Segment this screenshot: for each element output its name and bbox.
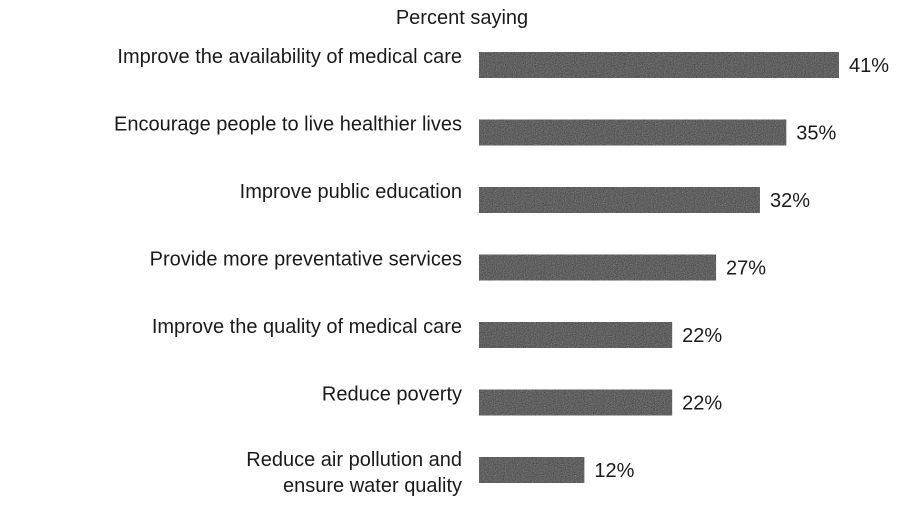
- category-label-line: Reduce air pollution and: [246, 449, 462, 471]
- chart-title: Percent saying: [396, 7, 528, 29]
- category-label: Reduce air pollution and ensure water qua…: [246, 449, 462, 497]
- category-label-line: ensure water quality: [283, 475, 462, 497]
- category-label: Reduce poverty: [322, 384, 462, 406]
- category-label-line: Reduce poverty: [322, 384, 462, 406]
- category-label-line: Improve the availability of medical care: [117, 46, 462, 68]
- category-label-line: Improve the quality of medical care: [152, 316, 462, 338]
- bar: [479, 322, 673, 348]
- category-label: Improve the quality of medical care: [152, 316, 462, 338]
- value-label: 35%: [796, 123, 836, 145]
- value-label: 32%: [770, 190, 810, 212]
- bar: [479, 254, 717, 281]
- category-label-line: Provide more preventative services: [150, 249, 462, 271]
- bar: [479, 52, 839, 78]
- category-label: Provide more preventative services: [150, 249, 462, 271]
- value-label: 41%: [849, 55, 889, 77]
- bar: [479, 457, 585, 483]
- bar: [479, 187, 760, 213]
- value-label: 12%: [594, 460, 634, 482]
- category-label-line: Improve public education: [240, 181, 462, 203]
- value-label: 27%: [726, 258, 766, 280]
- category-label: Improve public education: [240, 181, 462, 203]
- value-label: 22%: [682, 325, 722, 347]
- bar: [479, 119, 787, 146]
- category-label: Encourage people to live healthier lives: [114, 114, 462, 136]
- category-label-line: Encourage people to live healthier lives: [114, 114, 462, 136]
- category-label: Improve the availability of medical care: [117, 46, 462, 68]
- value-label: 22%: [682, 393, 722, 415]
- bar: [479, 389, 673, 416]
